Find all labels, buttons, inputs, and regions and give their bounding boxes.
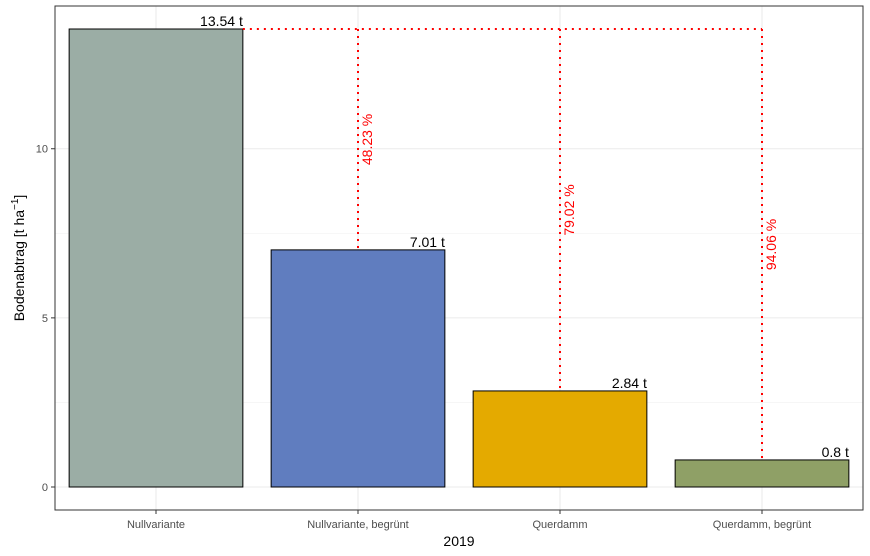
x-tick-label: Nullvariante (127, 519, 185, 531)
value-label: 7.01 t (410, 234, 445, 250)
reduction-lines (242, 28, 763, 460)
bars (68, 28, 850, 488)
reduction-label: 48.23 % (359, 114, 375, 165)
x-axis: Nullvariante Nullvariante, begrünt Querdam… (127, 510, 811, 531)
y-tick-label: 5 (42, 313, 48, 325)
x-tick-label: Nullvariante, begrünt (307, 519, 409, 531)
bar (674, 459, 850, 488)
bar (68, 28, 244, 488)
y-axis-title-suffix: ] (11, 195, 27, 199)
x-tick-label: Querdamm (532, 519, 587, 531)
y-axis-title-superscript: −1 (10, 198, 21, 210)
value-label: 13.54 t (200, 13, 243, 29)
data-labels: 13.54 t 7.01 t 2.84 t 0.8 t 48.23 % 79.02 % 94… (200, 13, 849, 460)
value-label: 0.8 t (822, 444, 849, 460)
y-tick-label: 10 (36, 144, 48, 156)
reduction-label: 94.06 % (763, 219, 779, 270)
x-tick-label: Querdamm, begrünt (713, 519, 811, 531)
y-axis-title: Bodenabtrag [t ha−1] (10, 195, 27, 322)
plot-border (54, 5, 864, 511)
value-label: 2.84 t (612, 375, 647, 391)
y-axis: 0 5 10 (36, 144, 55, 494)
bar (270, 249, 446, 488)
y-axis-title-main: Bodenabtrag [t ha (11, 210, 27, 322)
y-tick-label: 0 (42, 482, 48, 494)
bar (472, 390, 648, 488)
x-axis-title: 2019 (443, 533, 474, 549)
reduction-label: 79.02 % (561, 184, 577, 235)
